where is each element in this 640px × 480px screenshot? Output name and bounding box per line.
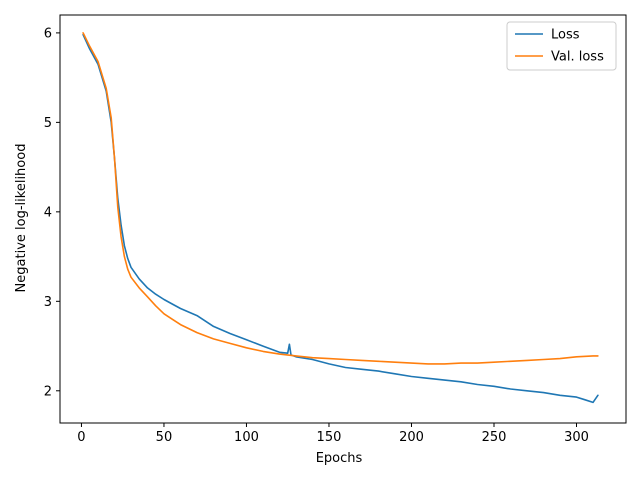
y-tick-label: 4: [44, 205, 52, 220]
x-tick-label: 0: [77, 430, 85, 445]
legend: Loss Val. loss: [506, 21, 617, 71]
legend-label-val-loss: Val. loss: [551, 50, 604, 65]
axes: [59, 14, 627, 424]
legend-label-loss: Loss: [551, 28, 580, 43]
x-tick-label: 50: [156, 430, 173, 445]
x-axis-label: Epochs: [316, 451, 363, 466]
plot-lines: [82, 32, 599, 404]
x-tick-label: 200: [399, 430, 424, 445]
series-line-loss: [82, 33, 599, 404]
y-tick-label: 2: [44, 384, 52, 399]
plot-frame: [59, 14, 627, 424]
x-tick-label: 300: [564, 430, 589, 445]
x-tick-label: 150: [317, 430, 342, 445]
y-tick-label: 5: [44, 116, 52, 131]
y-tick-label: 6: [44, 26, 52, 41]
y-tick-label: 3: [44, 295, 52, 310]
y-axis-label: Negative log-likelihood: [14, 144, 29, 293]
ticks: 0 50 100 150 200 250 300 2 3 4 5 6: [44, 26, 589, 445]
series-line-val-loss: [82, 32, 599, 365]
x-tick-label: 250: [482, 430, 507, 445]
x-tick-label: 100: [234, 430, 259, 445]
